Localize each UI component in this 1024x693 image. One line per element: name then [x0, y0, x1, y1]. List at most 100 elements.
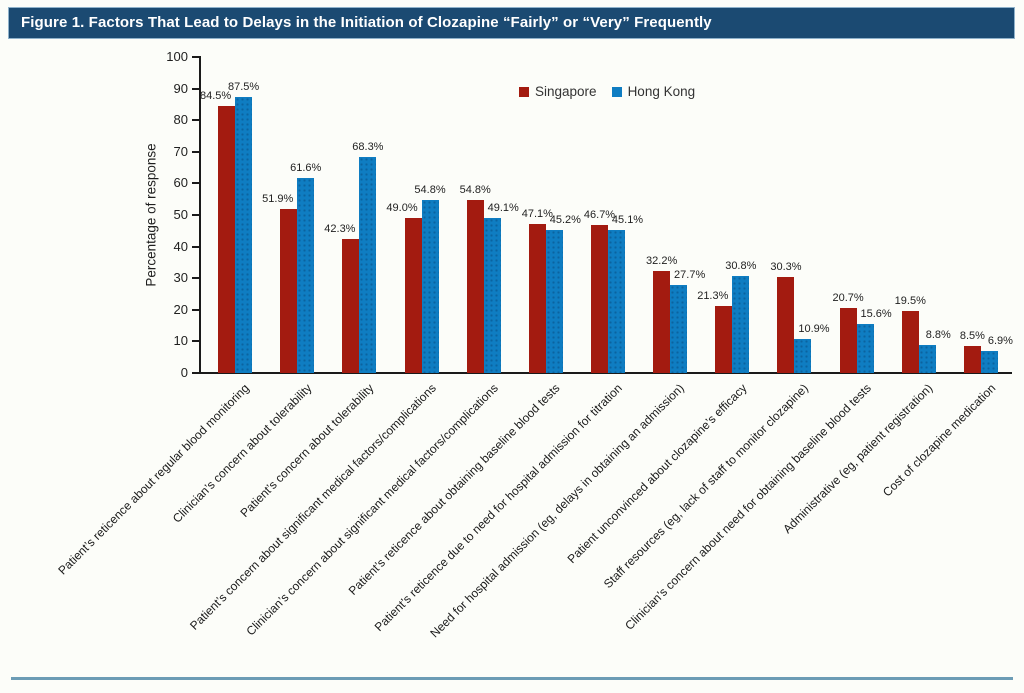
value-label-singapore: 46.7%	[583, 209, 616, 222]
figure-title: Figure 1. Factors That Lead to Delays in…	[8, 7, 1015, 39]
y-tick-mark	[192, 119, 199, 122]
legend-item-singapore: Singapore	[519, 84, 597, 99]
bar-singapore	[715, 305, 733, 373]
y-tick-label: 30	[173, 270, 188, 286]
y-tick-mark	[192, 245, 199, 248]
value-label-hong-kong: 6.9%	[987, 335, 1013, 348]
bar-group	[328, 157, 390, 373]
bar-group	[390, 199, 452, 373]
bar-hong-kong	[297, 178, 315, 373]
bar-singapore	[653, 271, 671, 373]
y-tick-label: 70	[173, 143, 188, 159]
bar-hong-kong	[608, 230, 626, 373]
y-tick-label: 20	[173, 301, 188, 317]
y-axis-line	[199, 56, 201, 374]
bar-group	[701, 275, 763, 373]
y-tick-mark	[192, 87, 199, 90]
value-label-hong-kong: 49.1%	[487, 201, 519, 214]
y-tick-label: 80	[173, 112, 188, 128]
bar-group	[888, 311, 950, 373]
value-label-singapore: 54.8%	[459, 183, 491, 196]
y-tick-mark	[192, 277, 199, 280]
x-axis-line	[199, 372, 1012, 374]
legend-swatch-singapore	[519, 86, 529, 97]
value-label-hong-kong: 30.8%	[725, 259, 757, 272]
value-label-hong-kong: 10.9%	[798, 322, 830, 335]
bar-singapore	[404, 218, 422, 373]
bar-group	[826, 307, 888, 373]
bar-group	[515, 224, 577, 373]
y-tick-label: 60	[173, 175, 188, 191]
category-label: Patient’s reticence about obtaining base…	[345, 381, 563, 598]
bottom-rule	[11, 677, 1013, 680]
bar-singapore	[591, 225, 609, 373]
value-label-singapore: 42.3%	[324, 223, 356, 236]
bar-singapore	[901, 311, 919, 373]
y-tick-mark	[192, 56, 199, 58]
bar-singapore	[466, 199, 484, 373]
bar-hong-kong	[545, 230, 563, 373]
category-label: Cost of clozapine medication	[879, 381, 998, 500]
value-label-singapore: 20.7%	[832, 291, 864, 304]
bar-hong-kong	[235, 96, 253, 373]
bar-hong-kong	[483, 217, 501, 373]
value-label-hong-kong: 68.3%	[352, 141, 384, 154]
y-axis-title: Percentage of response	[143, 143, 159, 287]
bar-group	[950, 346, 1012, 373]
bar-singapore	[528, 224, 546, 373]
category-label: Patient’s concern about tolerability	[237, 381, 377, 520]
legend-label: Hong Kong	[627, 84, 696, 99]
y-tick-label: 40	[173, 238, 188, 254]
bar-hong-kong	[359, 157, 377, 373]
bar-singapore	[963, 346, 981, 373]
y-tick-label: 90	[173, 80, 188, 96]
bar-group	[639, 271, 701, 373]
value-label-hong-kong: 27.7%	[674, 269, 706, 282]
bar-hong-kong	[421, 199, 439, 373]
bar-singapore	[777, 277, 795, 373]
bar-hong-kong	[794, 338, 812, 373]
value-label-hong-kong: 54.8%	[414, 183, 446, 196]
y-tick-mark	[192, 340, 199, 343]
y-tick-mark	[192, 150, 199, 153]
y-tick-mark	[192, 308, 199, 311]
value-label-singapore: 8.5%	[959, 330, 985, 343]
bar-singapore	[839, 307, 857, 373]
y-tick-label: 0	[180, 365, 188, 380]
bar-group	[577, 225, 639, 373]
value-label-hong-kong: 61.6%	[290, 162, 322, 175]
bar-group	[266, 178, 328, 373]
legend-label: Singapore	[535, 84, 597, 99]
bar-hong-kong	[732, 275, 750, 373]
value-label-singapore: 19.5%	[894, 295, 926, 308]
y-tick-label: 10	[173, 333, 188, 349]
bar-hong-kong	[980, 351, 998, 373]
value-label-singapore: 84.5%	[199, 89, 232, 102]
value-label-hong-kong: 87.5%	[227, 80, 260, 93]
legend: Singapore Hong Kong	[519, 84, 695, 99]
y-tick-mark	[192, 182, 199, 185]
value-label-hong-kong: 45.1%	[611, 214, 644, 227]
bar-group	[204, 96, 266, 373]
bar-singapore	[280, 209, 298, 373]
value-label-singapore: 32.2%	[646, 255, 678, 268]
value-label-singapore: 21.3%	[697, 289, 729, 302]
bar-singapore	[342, 239, 360, 373]
y-tick-label: 100	[166, 49, 188, 64]
legend-swatch-hong-kong	[611, 86, 622, 97]
value-label-singapore: 49.0%	[386, 202, 418, 215]
value-label-singapore: 51.9%	[262, 192, 294, 205]
y-tick-label: 50	[173, 207, 188, 222]
bar-singapore	[218, 105, 236, 373]
bar-group	[453, 199, 515, 373]
bar-group	[763, 277, 825, 373]
y-tick-mark	[192, 372, 199, 374]
value-label-hong-kong: 45.2%	[549, 214, 581, 227]
value-label-singapore: 30.3%	[770, 261, 802, 274]
value-label-hong-kong: 15.6%	[860, 307, 892, 320]
y-tick-mark	[192, 214, 199, 216]
value-label-singapore: 47.1%	[521, 208, 553, 221]
bar-hong-kong	[856, 323, 874, 373]
bar-plot-area	[204, 57, 1012, 373]
